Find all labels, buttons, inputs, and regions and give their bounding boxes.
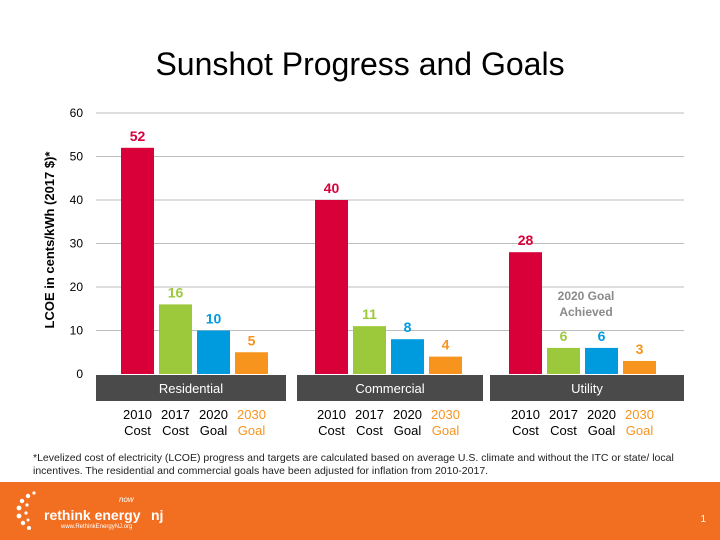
rethink-energy-nj-logo[interactable]: now rethink energy nj www.RethinkEnergyN… bbox=[14, 488, 184, 536]
chart-title: Sunshot Progress and Goals bbox=[155, 46, 565, 82]
annotation: Achieved bbox=[559, 305, 612, 319]
x-tick-label: Goal bbox=[238, 423, 266, 438]
group-label: Commercial bbox=[355, 381, 424, 396]
x-tick-label: Cost bbox=[512, 423, 539, 438]
y-tick-label: 50 bbox=[70, 150, 84, 164]
data-label: 52 bbox=[130, 128, 146, 144]
x-tick-label: 2010 bbox=[123, 407, 152, 422]
x-tick-label: 2010 bbox=[317, 407, 346, 422]
x-axis-tick-labels: 2010Cost2017Cost2020Goal2030Goal2010Cost… bbox=[123, 407, 654, 438]
sun-dots-icon bbox=[16, 491, 36, 530]
y-axis-tick-labels: 0 10 20 30 40 50 60 bbox=[70, 106, 84, 381]
bar bbox=[623, 360, 656, 374]
y-tick-label: 30 bbox=[70, 237, 84, 251]
x-tick-label: 2030 bbox=[237, 407, 266, 422]
group-band bbox=[297, 375, 483, 401]
data-label: 6 bbox=[560, 328, 568, 344]
x-tick-label: Cost bbox=[162, 423, 189, 438]
y-tick-label: 20 bbox=[70, 280, 84, 294]
data-label: 28 bbox=[518, 232, 534, 248]
footnote: *Levelized cost of electricity (LCOE) pr… bbox=[33, 452, 674, 477]
bar bbox=[121, 147, 154, 374]
y-tick-label: 60 bbox=[70, 106, 84, 120]
x-tick-label: Goal bbox=[588, 423, 616, 438]
y-tick-label: 10 bbox=[70, 324, 84, 338]
bar bbox=[353, 326, 386, 374]
x-tick-label: 2020 bbox=[587, 407, 616, 422]
data-label: 4 bbox=[442, 337, 450, 353]
bar bbox=[197, 330, 230, 374]
footer-bar: now rethink energy nj www.RethinkEnergyN… bbox=[0, 482, 720, 540]
group-label: Residential bbox=[159, 381, 223, 396]
x-tick-label: 2017 bbox=[549, 407, 578, 422]
data-label: 6 bbox=[598, 328, 606, 344]
group-label: Utility bbox=[571, 381, 603, 396]
x-tick-label: Cost bbox=[550, 423, 577, 438]
x-tick-label: 2017 bbox=[355, 407, 384, 422]
y-axis-label: LCOE in cents/kWh (2017 $)* bbox=[42, 151, 57, 329]
x-tick-label: 2017 bbox=[161, 407, 190, 422]
data-label: 11 bbox=[362, 306, 377, 322]
group-band bbox=[490, 375, 684, 401]
x-tick-label: 2030 bbox=[431, 407, 460, 422]
x-tick-label: 2030 bbox=[625, 407, 654, 422]
y-tick-label: 0 bbox=[76, 367, 83, 381]
logo-url[interactable]: www.RethinkEnergyNJ.org bbox=[61, 524, 133, 530]
logo-brand: rethink energy bbox=[44, 507, 141, 523]
bar bbox=[315, 200, 348, 374]
logo-state: nj bbox=[151, 507, 164, 523]
annotation: 2020 Goal bbox=[558, 289, 615, 303]
gridlines bbox=[96, 112, 684, 331]
x-tick-label: 2010 bbox=[511, 407, 540, 422]
data-label: 40 bbox=[324, 180, 340, 196]
bar bbox=[585, 347, 618, 374]
data-label: 16 bbox=[168, 284, 184, 300]
x-tick-label: Cost bbox=[124, 423, 151, 438]
x-tick-label: Goal bbox=[432, 423, 460, 438]
x-tick-label: 2020 bbox=[199, 407, 228, 422]
bar bbox=[391, 339, 424, 374]
y-tick-label: 40 bbox=[70, 193, 84, 207]
x-tick-label: Goal bbox=[200, 423, 228, 438]
bar bbox=[159, 304, 192, 374]
bars: 52 16 10 5 40 11 8 4 28 6 6 3 bbox=[121, 128, 656, 374]
data-label: 8 bbox=[404, 319, 412, 335]
bar bbox=[547, 347, 580, 374]
bar bbox=[429, 356, 462, 374]
x-tick-label: Cost bbox=[356, 423, 383, 438]
logo-tagline: now bbox=[119, 495, 134, 504]
bar bbox=[509, 252, 542, 374]
annotations: 2020 Goal Achieved bbox=[558, 289, 615, 319]
page-number: 1 bbox=[700, 514, 706, 525]
data-label: 5 bbox=[248, 332, 256, 348]
bar bbox=[235, 352, 268, 374]
x-tick-label: 2020 bbox=[393, 407, 422, 422]
group-band bbox=[96, 375, 286, 401]
x-tick-label: Cost bbox=[318, 423, 345, 438]
x-tick-label: Goal bbox=[626, 423, 654, 438]
data-label: 10 bbox=[206, 311, 222, 327]
data-label: 3 bbox=[636, 341, 644, 357]
x-tick-label: Goal bbox=[394, 423, 422, 438]
group-bands: Residential Commercial Utility bbox=[96, 375, 684, 401]
